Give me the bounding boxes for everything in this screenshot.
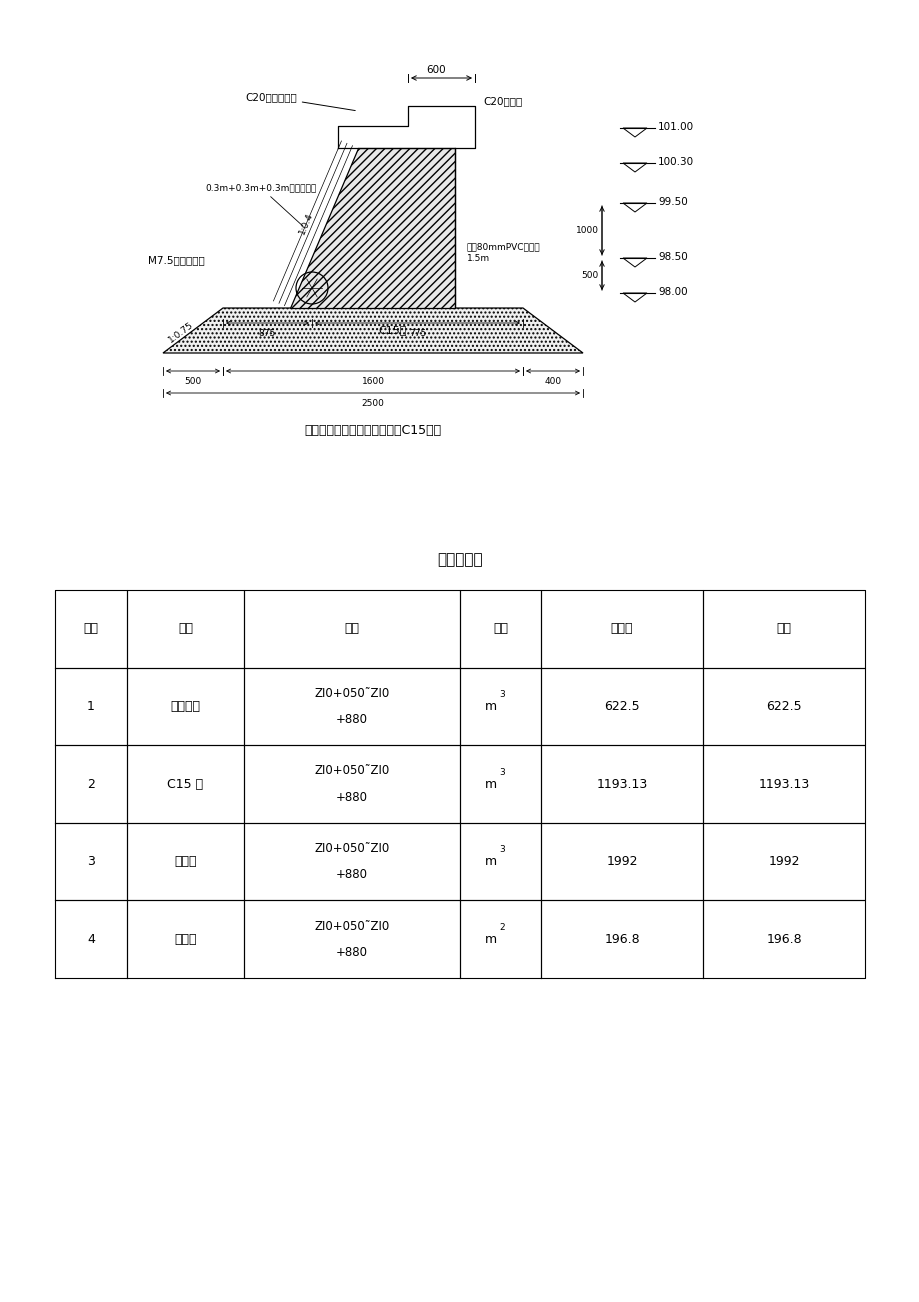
Text: m: m bbox=[485, 777, 497, 790]
Text: 101.00: 101.00 bbox=[657, 122, 693, 132]
Text: 2: 2 bbox=[499, 923, 505, 932]
Text: 序号: 序号 bbox=[84, 622, 98, 635]
Text: 500: 500 bbox=[184, 378, 201, 385]
Text: 直径80mmPVC排水管
1.5m: 直径80mmPVC排水管 1.5m bbox=[467, 242, 540, 263]
Text: 1992: 1992 bbox=[767, 855, 799, 868]
Polygon shape bbox=[289, 148, 455, 309]
Text: 196.8: 196.8 bbox=[766, 932, 801, 945]
Text: 2: 2 bbox=[87, 777, 95, 790]
Text: 单位: 单位 bbox=[493, 622, 507, 635]
Text: m: m bbox=[485, 700, 497, 713]
Text: C15 砼: C15 砼 bbox=[167, 777, 203, 790]
Text: 100.30: 100.30 bbox=[657, 158, 693, 167]
Text: 项目: 项目 bbox=[177, 622, 193, 635]
Text: 775: 775 bbox=[408, 329, 425, 339]
Text: 98.50: 98.50 bbox=[657, 253, 687, 262]
Text: 3: 3 bbox=[499, 768, 505, 777]
Text: 沥青板: 沥青板 bbox=[174, 932, 197, 945]
Text: 875: 875 bbox=[258, 329, 276, 339]
Text: 3: 3 bbox=[499, 690, 505, 699]
Text: 500: 500 bbox=[581, 271, 598, 280]
Text: 400: 400 bbox=[544, 378, 561, 385]
Text: 0.3m+0.3m+0.3m土工反虑布: 0.3m+0.3m+0.3m土工反虑布 bbox=[205, 184, 316, 227]
Text: ZI0+050˜ZI0: ZI0+050˜ZI0 bbox=[314, 842, 390, 855]
Text: 1:0.4: 1:0.4 bbox=[297, 211, 314, 236]
Text: 3: 3 bbox=[87, 855, 95, 868]
Text: 人工碎石: 人工碎石 bbox=[170, 700, 200, 713]
Text: m: m bbox=[485, 855, 497, 868]
Text: 1193.13: 1193.13 bbox=[757, 777, 809, 790]
Text: m: m bbox=[485, 932, 497, 945]
Text: +880: +880 bbox=[335, 713, 368, 727]
Text: ZI0+050˜ZI0: ZI0+050˜ZI0 bbox=[314, 919, 390, 932]
Text: C20砼桩井基础: C20砼桩井基础 bbox=[244, 92, 355, 111]
Text: C15砼: C15砼 bbox=[379, 326, 407, 336]
Text: C20砾花槽: C20砾花槽 bbox=[482, 96, 522, 105]
Text: 1600: 1600 bbox=[361, 378, 384, 385]
Text: 4: 4 bbox=[87, 932, 95, 945]
Text: ZI0+050˜ZI0: ZI0+050˜ZI0 bbox=[314, 686, 390, 699]
Text: 3: 3 bbox=[499, 845, 505, 854]
Text: 196.8: 196.8 bbox=[604, 932, 639, 945]
Text: 98.00: 98.00 bbox=[657, 286, 686, 297]
Text: 622.5: 622.5 bbox=[604, 700, 639, 713]
Text: ZI0+050˜ZI0: ZI0+050˜ZI0 bbox=[314, 764, 390, 777]
Text: 99.50: 99.50 bbox=[657, 197, 687, 207]
Text: 浆砌石挡墙、挡墙基础混凝土C15断面: 浆砌石挡墙、挡墙基础混凝土C15断面 bbox=[304, 424, 441, 437]
Text: 2500: 2500 bbox=[361, 398, 384, 408]
Text: 600: 600 bbox=[426, 65, 446, 76]
Text: 合计: 合计 bbox=[776, 622, 790, 635]
Text: 1:0.75: 1:0.75 bbox=[166, 320, 195, 345]
Text: 主要工程量: 主要工程量 bbox=[437, 552, 482, 568]
Text: M7.5浆砌石挡墙: M7.5浆砌石挡墙 bbox=[148, 255, 205, 266]
Text: 1: 1 bbox=[87, 700, 95, 713]
Text: 622.5: 622.5 bbox=[766, 700, 801, 713]
Text: 标段: 标段 bbox=[344, 622, 359, 635]
Polygon shape bbox=[163, 309, 583, 353]
Text: 工程量: 工程量 bbox=[610, 622, 632, 635]
Text: +880: +880 bbox=[335, 868, 368, 881]
Text: 1992: 1992 bbox=[606, 855, 637, 868]
Text: +880: +880 bbox=[335, 945, 368, 958]
Text: 1193.13: 1193.13 bbox=[596, 777, 647, 790]
Text: +880: +880 bbox=[335, 790, 368, 803]
Text: 浆砌石: 浆砌石 bbox=[174, 855, 197, 868]
Text: 1000: 1000 bbox=[575, 227, 598, 234]
